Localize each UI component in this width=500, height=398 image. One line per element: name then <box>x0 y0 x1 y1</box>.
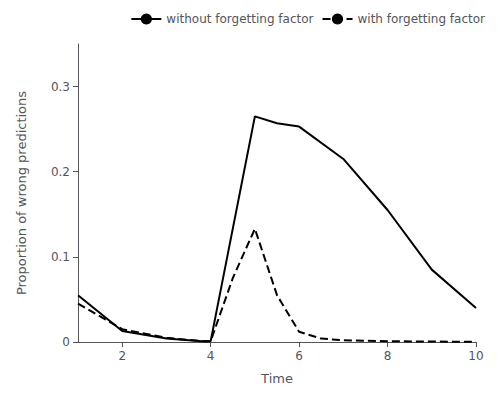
svg-text:2: 2 <box>118 349 126 363</box>
svg-text:with forgetting factor: with forgetting factor <box>358 12 486 26</box>
svg-text:without forgetting factor: without forgetting factor <box>166 12 313 26</box>
svg-text:0.2: 0.2 <box>51 165 70 179</box>
svg-text:0.3: 0.3 <box>51 80 70 94</box>
svg-text:0: 0 <box>62 335 70 349</box>
svg-text:8: 8 <box>384 349 392 363</box>
svg-text:0.1: 0.1 <box>51 250 70 264</box>
svg-text:Proportion of wrong prediction: Proportion of wrong predictions <box>14 91 29 295</box>
svg-text:4: 4 <box>207 349 215 363</box>
svg-text:10: 10 <box>468 349 483 363</box>
svg-text:Time: Time <box>260 371 293 386</box>
svg-text:6: 6 <box>295 349 303 363</box>
